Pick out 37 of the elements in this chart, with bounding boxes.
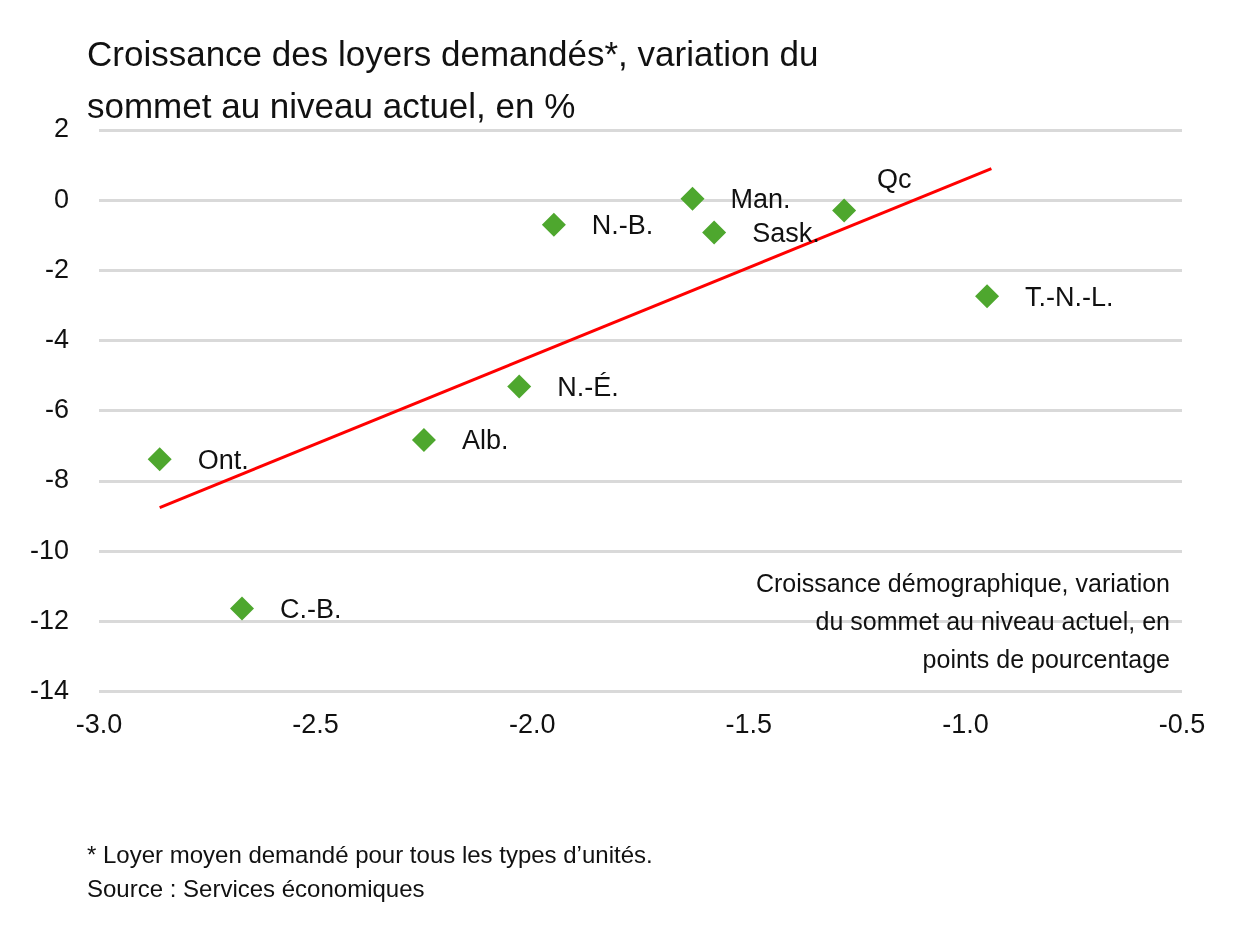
- x-tick-label: -1.5: [725, 709, 773, 740]
- annotation: Qc: [877, 163, 912, 194]
- annotation: Ont.: [197, 444, 249, 475]
- annotation: T.-N.-L.: [1025, 281, 1114, 312]
- y-tick-label: -12: [29, 604, 70, 635]
- annotation: Man.: [730, 184, 791, 215]
- x-tick-label: -2.0: [508, 709, 556, 740]
- point: [680, 186, 705, 211]
- annotation: Sask.: [752, 217, 820, 248]
- annotation: Alb.: [461, 425, 509, 456]
- x-axis-title: Croissance démographique, variation du sommet au niveau actuel, en points de pourcentage: [755, 569, 1170, 674]
- x-tick-label: -3.0: [75, 709, 123, 740]
- source-note: Source : Services économiques: [87, 874, 426, 904]
- point: [975, 284, 1000, 309]
- y-tick-label: -4: [45, 324, 70, 355]
- text: * Loyer moyen demandé pour tous les types d’unités.: [87, 840, 653, 870]
- point: [411, 427, 436, 452]
- point: [541, 212, 566, 237]
- point: [507, 374, 532, 399]
- x-tick-label: -0.5: [1158, 709, 1206, 740]
- y-tick-label: -2: [45, 253, 70, 284]
- annotation: C.-B.: [279, 593, 342, 624]
- chart-title: Croissance des loyers demandés*, variation du sommet au niveau actuel, en %: [87, 33, 820, 127]
- annotation: N.-B.: [591, 210, 654, 241]
- point: [702, 220, 727, 245]
- point: [229, 596, 254, 621]
- y-tick-label: -10: [29, 534, 70, 565]
- y-tick-label: -6: [45, 394, 70, 425]
- point: [147, 447, 172, 472]
- point: [832, 198, 857, 223]
- x-tick-label: -2.5: [292, 709, 339, 740]
- y-tick-label: -8: [45, 464, 70, 495]
- y-tick-label: 2: [53, 113, 70, 144]
- annotation: N.-É.: [557, 372, 619, 403]
- y-tick-label: -14: [29, 675, 70, 706]
- x-tick-label: -1.0: [942, 709, 989, 740]
- y-tick-label: 0: [53, 183, 70, 214]
